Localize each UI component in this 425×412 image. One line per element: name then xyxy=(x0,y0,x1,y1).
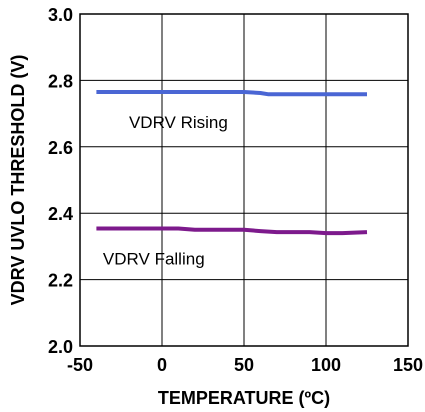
tick-layer: -50 0 50 100 150 2.0 2.2 2.4 2.6 2.8 3.0 xyxy=(48,5,423,375)
x-tick-label: 0 xyxy=(157,355,167,375)
y-axis-label: VDRV UVLO THRESHOLD (V) xyxy=(8,55,28,306)
series-annotation-1: VDRV Falling xyxy=(103,249,205,268)
x-tick-label: 150 xyxy=(393,355,423,375)
y-tick-label: 2.4 xyxy=(48,204,73,224)
anno-layer: VDRV Rising VDRV Falling xyxy=(103,113,228,268)
y-tick-label: 2.0 xyxy=(48,337,73,357)
y-tick-label: 2.8 xyxy=(48,71,73,91)
series-line-0 xyxy=(96,90,367,97)
series-line-1 xyxy=(96,226,368,236)
series-layer xyxy=(96,90,368,236)
y-tick-label: 2.2 xyxy=(48,271,73,291)
x-tick-label: 50 xyxy=(234,355,254,375)
series-annotation-0: VDRV Rising xyxy=(129,113,228,132)
y-tick-label: 3.0 xyxy=(48,5,73,25)
plot-frame xyxy=(79,13,409,347)
grid-layer xyxy=(79,13,409,347)
y-tick-label: 2.6 xyxy=(48,138,73,158)
x-tick-label: 100 xyxy=(311,355,341,375)
x-tick-label: -50 xyxy=(67,355,93,375)
x-axis-label: TEMPERATURE (ºC) xyxy=(158,388,330,408)
